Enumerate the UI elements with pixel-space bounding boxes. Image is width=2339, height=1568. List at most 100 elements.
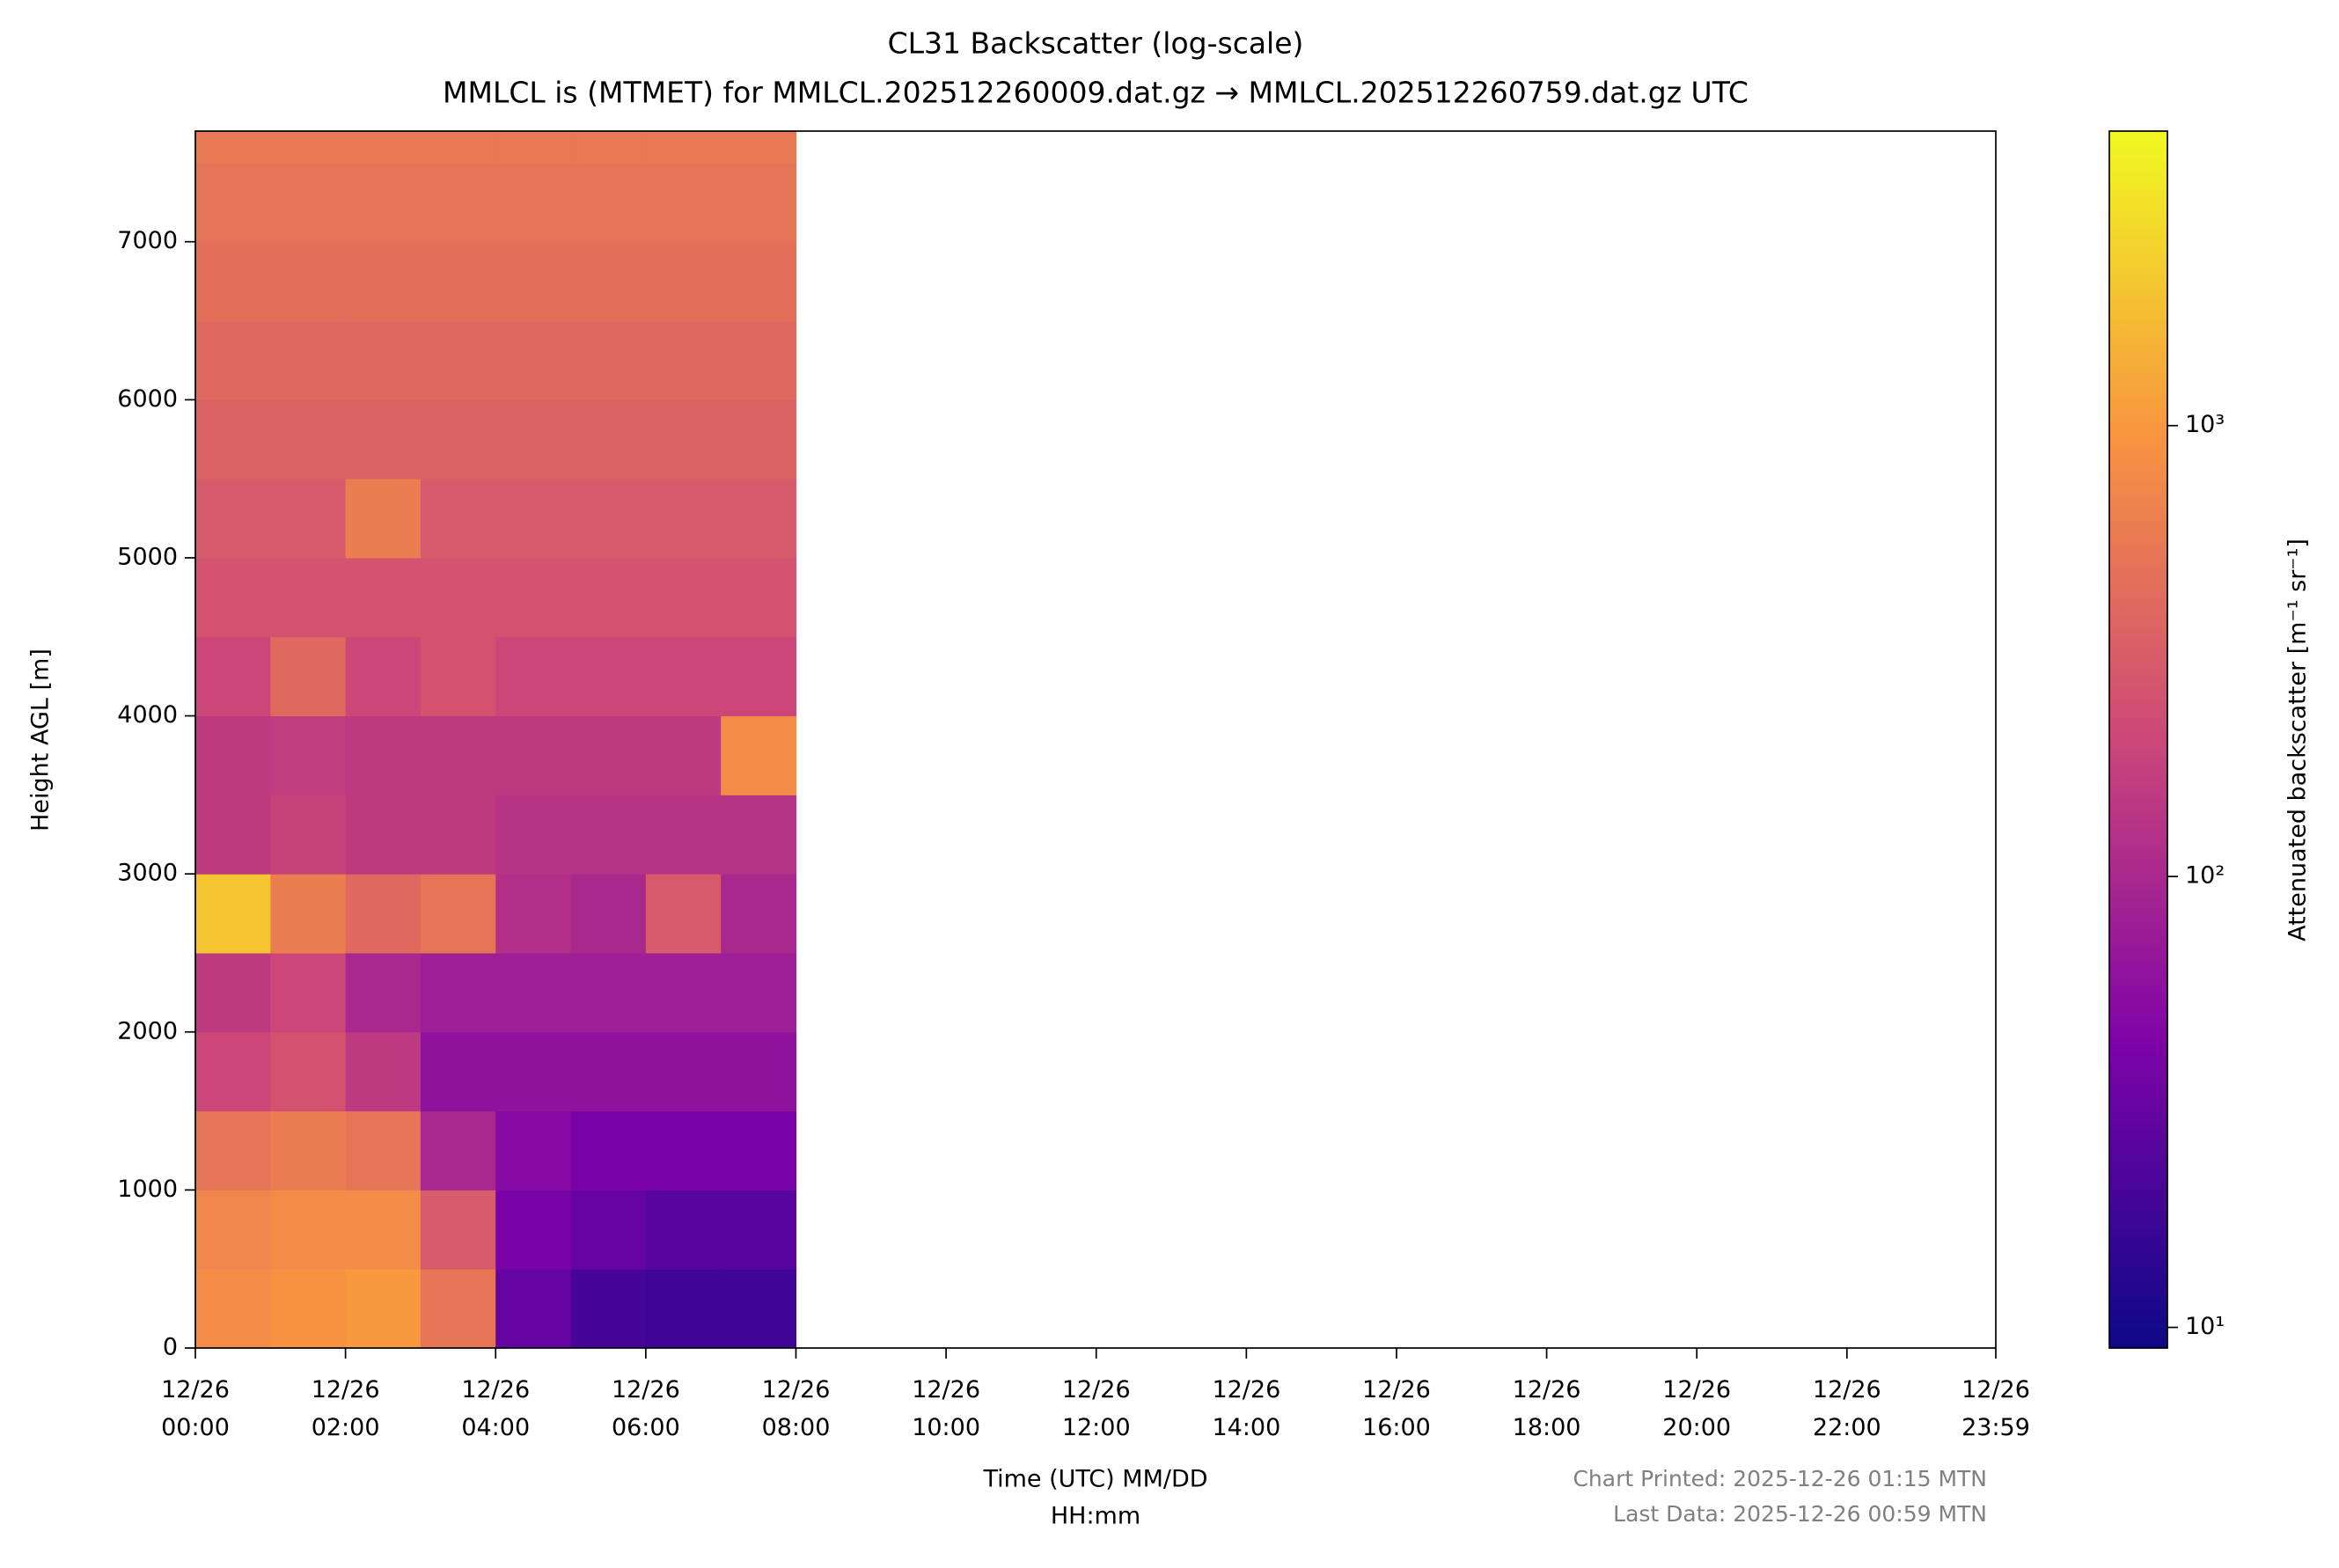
heat-cell	[495, 636, 572, 717]
y-axis-label: Height AGL [m]	[27, 648, 55, 832]
heat-cell	[345, 1269, 422, 1349]
heat-cell	[721, 715, 796, 795]
heat-cell	[420, 1269, 496, 1349]
colorbar-tick-label: 10¹	[2185, 1313, 2225, 1340]
heat-cell	[645, 131, 722, 164]
heat-cell	[570, 715, 647, 795]
heat-cell	[570, 557, 647, 638]
heat-cell	[645, 557, 722, 638]
heat-cell	[195, 795, 271, 875]
y-tick-label: 0	[163, 1334, 178, 1361]
x-tick-label: 12/26 04:00	[461, 1376, 530, 1441]
heat-cell	[645, 874, 722, 954]
heat-cell	[495, 715, 572, 795]
heat-cell	[420, 162, 496, 243]
heat-cell	[195, 715, 271, 795]
x-tick-label: 12/26 08:00	[762, 1376, 831, 1441]
heat-cell	[420, 636, 496, 717]
heat-cell	[495, 1110, 572, 1191]
heat-cell	[570, 1110, 647, 1191]
heat-cell	[195, 636, 271, 717]
heat-cell	[495, 1269, 572, 1349]
x-tick-label: 12/26 20:00	[1662, 1376, 1731, 1441]
chart-title: CL31 Backscatter (log-scale)	[888, 26, 1304, 61]
footnote: Chart Printed: 2025-12-26 01:15 MTN	[1573, 1466, 1987, 1491]
footnote: Last Data: 2025-12-26 00:59 MTN	[1613, 1501, 1987, 1527]
heat-cell	[420, 399, 496, 480]
heat-cell	[420, 131, 496, 164]
heat-cell	[345, 1031, 422, 1112]
x-axis-label: HH:mm	[1051, 1503, 1140, 1530]
heat-cell	[570, 162, 647, 243]
heat-cell	[345, 241, 422, 322]
heat-cell	[645, 399, 722, 480]
heat-cell	[645, 1031, 722, 1112]
heat-cell	[195, 162, 271, 243]
heat-cell	[270, 1190, 347, 1270]
heat-cell	[420, 1110, 496, 1191]
x-tick-label: 12/26 14:00	[1212, 1376, 1280, 1441]
heat-cell	[195, 320, 271, 400]
chart-subtitle: MMLCL is (MTMET) for MMLCL.202512260009.…	[443, 76, 1749, 110]
heat-cell	[495, 1031, 572, 1112]
heat-cell	[721, 874, 796, 954]
heat-cell	[645, 241, 722, 322]
heat-cell	[495, 241, 572, 322]
heat-cell	[645, 1110, 722, 1191]
heat-cell	[345, 557, 422, 638]
heat-cell	[345, 162, 422, 243]
heat-cell	[721, 399, 796, 480]
heat-cell	[345, 795, 422, 875]
heat-cell	[645, 795, 722, 875]
heat-cell	[495, 795, 572, 875]
heat-cell	[721, 1031, 796, 1112]
heat-cell	[721, 1269, 796, 1349]
heat-cell	[195, 952, 271, 1033]
heat-cell	[270, 636, 347, 717]
heat-cell	[270, 241, 347, 322]
colorbar	[2109, 131, 2167, 1348]
heat-cell	[270, 1110, 347, 1191]
y-tick-label: 2000	[117, 1017, 178, 1044]
heat-cell	[495, 162, 572, 243]
heat-cell	[420, 557, 496, 638]
y-tick-label: 4000	[117, 701, 178, 729]
heat-cell	[721, 952, 796, 1033]
heat-cell	[420, 320, 496, 400]
heat-cell	[270, 320, 347, 400]
heat-cell	[721, 479, 796, 559]
heat-cell	[645, 636, 722, 717]
colorbar-frame	[2108, 130, 2168, 1349]
heat-cell	[570, 1190, 647, 1270]
heat-cell	[495, 874, 572, 954]
heat-cell	[645, 162, 722, 243]
heat-cell	[195, 874, 271, 954]
heat-cell	[420, 241, 496, 322]
y-tick-label: 7000	[117, 227, 178, 254]
heat-cell	[420, 952, 496, 1033]
heat-cell	[270, 1031, 347, 1112]
heat-cell	[345, 131, 422, 164]
colorbar-tick-label: 10²	[2185, 862, 2225, 890]
heat-cell	[570, 636, 647, 717]
heat-cell	[570, 1269, 647, 1349]
heat-cell	[420, 874, 496, 954]
heat-cell	[721, 795, 796, 875]
x-tick-label: 12/26 18:00	[1513, 1376, 1581, 1441]
heat-cell	[270, 557, 347, 638]
heat-cell	[645, 320, 722, 400]
heat-cell	[420, 1031, 496, 1112]
heat-cell	[345, 399, 422, 480]
heat-cell	[345, 715, 422, 795]
heat-cell	[195, 479, 271, 559]
x-tick-label: 12/26 16:00	[1362, 1376, 1431, 1441]
heat-cell	[270, 399, 347, 480]
heat-cell	[645, 952, 722, 1033]
heat-cell	[495, 320, 572, 400]
heat-cell	[420, 795, 496, 875]
heat-cell	[570, 1031, 647, 1112]
y-tick-label: 1000	[117, 1176, 178, 1203]
heat-cell	[570, 241, 647, 322]
heat-cell	[270, 131, 347, 164]
x-tick-label: 12/26 06:00	[612, 1376, 680, 1441]
